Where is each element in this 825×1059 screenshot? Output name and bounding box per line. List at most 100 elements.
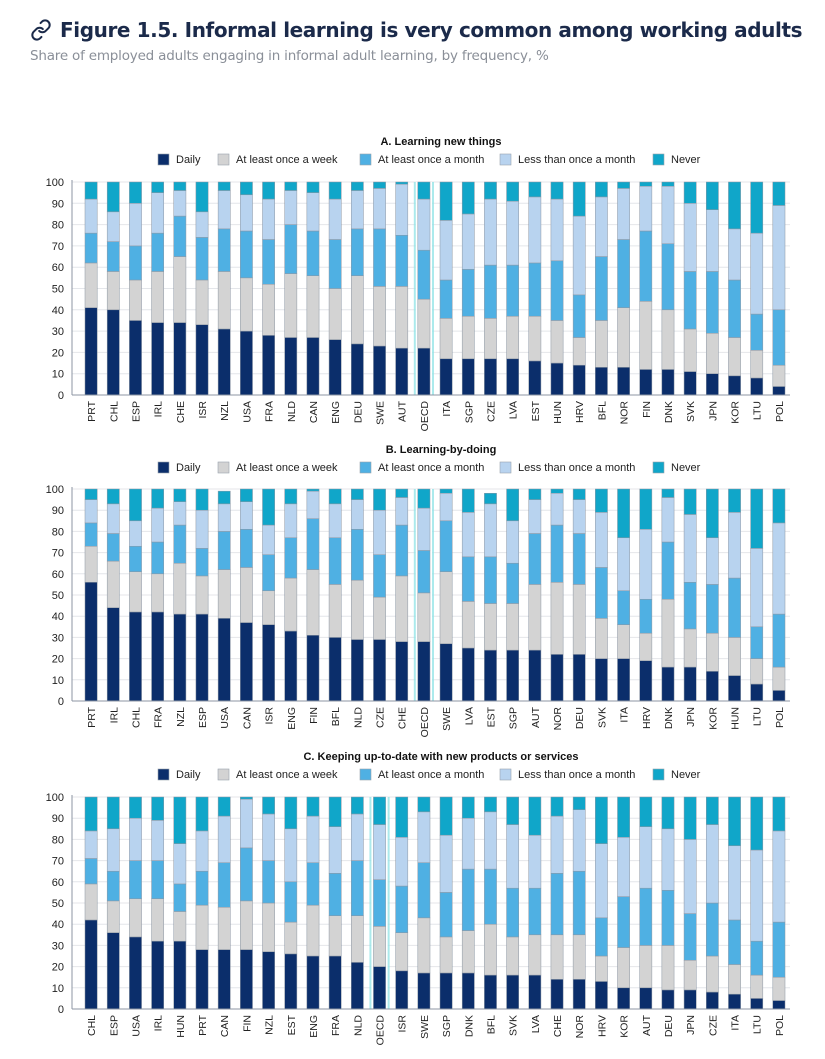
x-tick-label: BFL [485,1015,497,1034]
bar-segment-at-least-once-a-month [262,860,275,904]
x-tick-label: SWE [419,1015,431,1039]
bar-segment-less-than-once-a-month [350,499,364,530]
x-tick-label: OECD [375,1015,387,1046]
bar-segment-less-than-once-a-month [683,203,697,272]
legend-swatch-at-least-once-a-week [217,768,230,781]
y-tick-label: 40 [52,305,64,317]
legend-swatch-daily [157,768,170,781]
bar-segment-at-least-once-a-week [528,584,542,651]
legend-label: Daily [176,769,201,781]
bar-segment-daily [350,962,364,1010]
bar-segment-never [528,796,542,836]
bar-segment-never [617,796,630,838]
bar-segment-never [84,488,98,500]
bar-segment-daily [240,330,253,396]
bar-segment-less-than-once-a-month [173,843,187,885]
bar-segment-never [306,181,320,193]
bar-segment-at-least-once-a-month [151,541,165,575]
x-tick-label: JPN [685,707,697,727]
bar-segment-less-than-once-a-month [461,817,475,870]
bar-segment-never [240,796,253,800]
bar-segment-never [328,488,342,505]
bar-segment-daily [151,940,165,1010]
bar-segment-at-least-once-a-month [106,533,120,562]
bar-segment-never [461,181,475,215]
bar-segment-at-least-once-a-week [240,567,253,623]
bar-segment-at-least-once-a-week [661,309,675,370]
bar-segment-never [417,796,431,813]
bar-segment-daily [683,989,697,1010]
x-tick-label: ISR [197,401,209,419]
x-tick-label: ISR [264,707,276,725]
bar-segment-at-least-once-a-month [705,271,719,334]
bar-segment-never [84,181,98,200]
bar-segment-at-least-once-a-week [129,279,142,321]
bar-segment-less-than-once-a-month [461,213,475,270]
bar-segment-at-least-once-a-week [350,275,364,345]
bar-segment-at-least-once-a-month [683,582,697,630]
y-tick-label: 100 [46,177,64,189]
bar-segment-at-least-once-a-week [328,288,342,340]
x-tick-label: SVK [685,401,697,422]
bar-segment-daily [195,613,209,702]
bar-segment-less-than-once-a-month [129,203,142,247]
bar-segment-at-least-once-a-month [217,531,231,570]
bar-segment-never [284,488,298,505]
bar-segment-at-least-once-a-month [395,235,409,287]
x-tick-label: SWE [441,707,453,731]
bar-segment-at-least-once-a-month [395,885,409,933]
bar-segment-at-least-once-a-week [772,666,786,691]
bar-segment-at-least-once-a-week [572,337,586,366]
bar-segment-less-than-once-a-month [151,507,165,543]
bar-segment-at-least-once-a-week [328,915,342,957]
bar-segment-less-than-once-a-month [506,824,520,889]
bar-segment-never [772,488,786,524]
bar-segment-less-than-once-a-month [639,529,653,600]
bar-segment-daily [617,367,630,396]
bar-segment-less-than-once-a-month [173,501,187,526]
y-tick-label: 40 [52,919,64,931]
bar-segment-daily [528,974,542,1010]
bar-segment-daily [528,360,542,396]
bar-segment-at-least-once-a-week [129,571,142,613]
bar-segment-at-least-once-a-month [595,917,608,957]
y-tick-label: 30 [52,632,64,644]
bar-segment-never [528,181,542,198]
bar-segment-daily [550,979,564,1010]
bar-segment-less-than-once-a-month [728,512,741,579]
bar-segment-at-least-once-a-week [506,936,520,976]
bar-segment-less-than-once-a-month [173,190,187,217]
bar-segment-less-than-once-a-month [350,190,364,230]
x-tick-label: PRT [86,706,98,727]
bar-segment-at-least-once-a-month [284,881,298,923]
bar-segment-less-than-once-a-month [572,809,586,872]
x-tick-label: BFL [330,707,342,726]
x-tick-label: HUN [730,707,742,730]
bar-segment-never [439,181,453,221]
bar-segment-never [328,181,342,200]
y-tick-label: 80 [52,834,64,846]
y-tick-label: 90 [52,813,64,825]
bar-segment-less-than-once-a-month [750,232,764,315]
legend-swatch-at-least-once-a-week [217,153,230,166]
bar-segment-less-than-once-a-month [395,837,409,887]
bar-segment-daily [328,339,342,396]
bar-segment-never [350,181,364,191]
bar-segment-less-than-once-a-month [306,815,320,863]
x-tick-label: LTU [752,707,764,726]
bar-segment-less-than-once-a-month [572,499,586,534]
bar-segment-never [151,181,165,193]
bar-segment-at-least-once-a-month [328,537,342,585]
bar-segment-daily [595,367,608,396]
bar-segment-never [772,181,786,206]
link-icon[interactable] [30,19,52,41]
x-tick-label: ENG [286,707,298,730]
bar-segment-at-least-once-a-month [506,264,520,317]
bar-segment-at-least-once-a-week [395,575,409,642]
bar-segment-at-least-once-a-week [639,632,653,661]
bar-segment-at-least-once-a-week [306,569,320,636]
x-tick-label: ITA [441,401,453,417]
bar-segment-at-least-once-a-month [173,524,187,564]
bar-segment-at-least-once-a-month [284,537,298,579]
bar-segment-less-than-once-a-month [439,220,453,281]
